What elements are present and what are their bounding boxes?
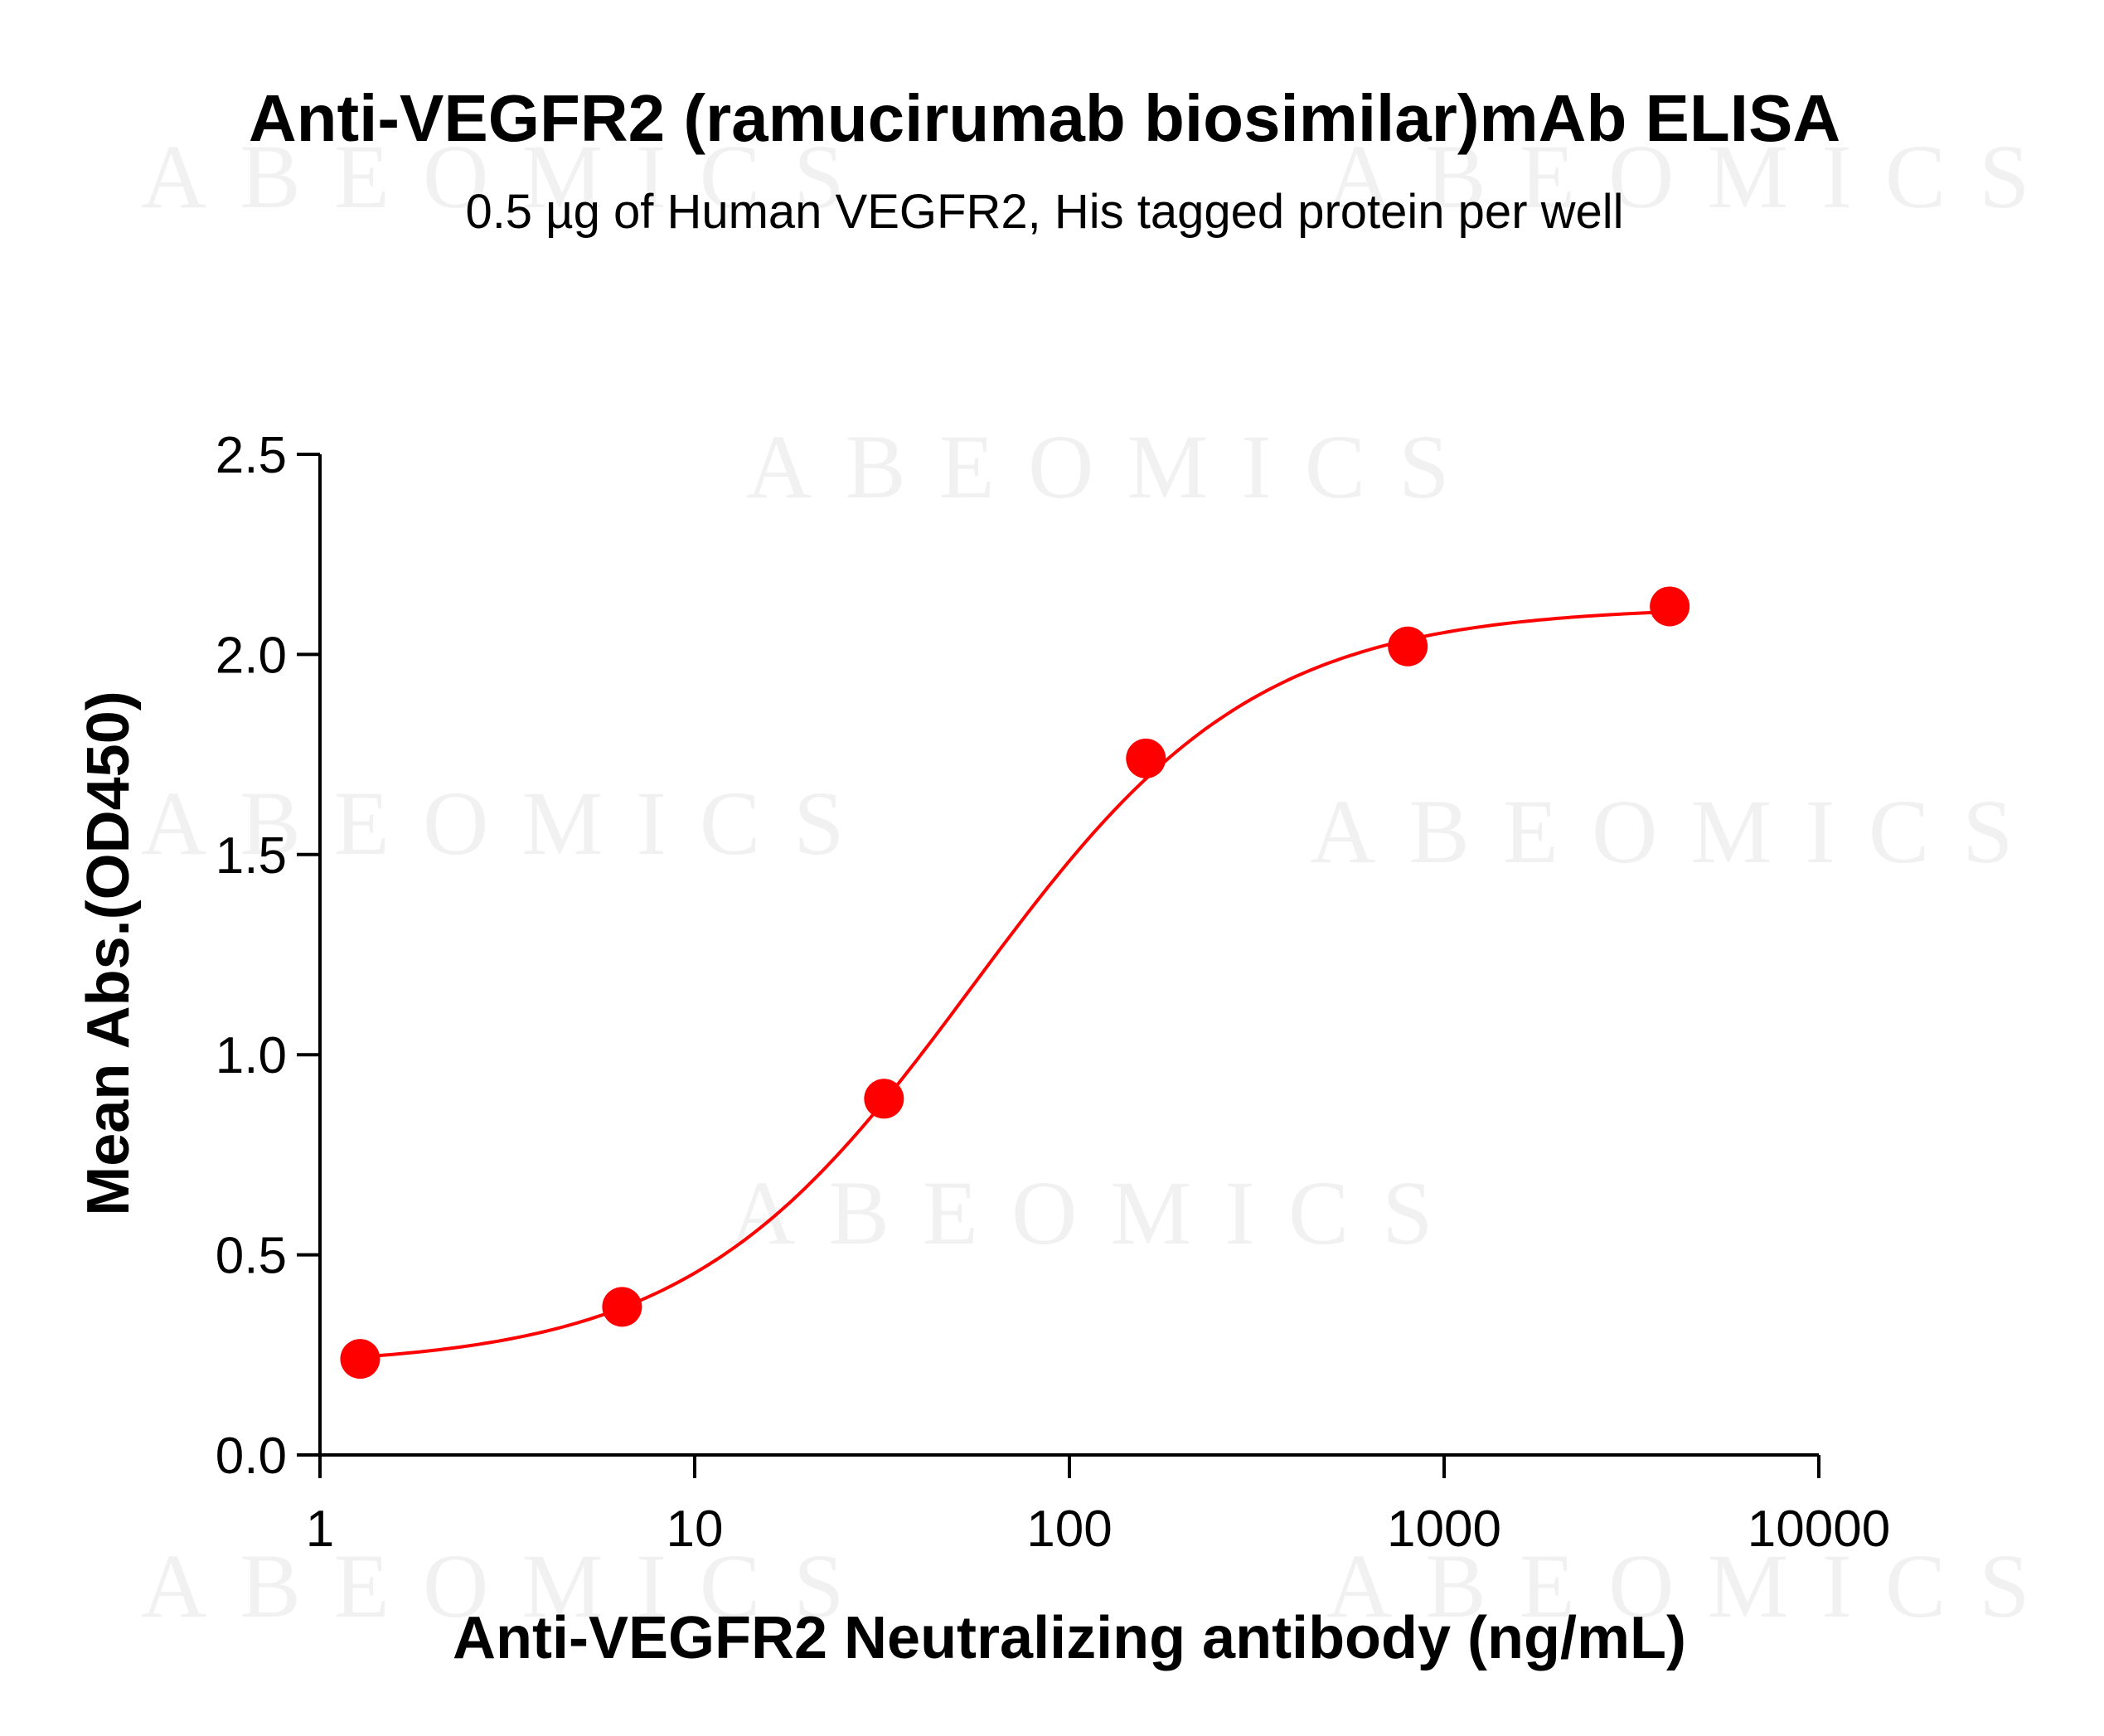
x-axis-title: Anti-VEGFR2 Neutralizing antibody (ng/mL… <box>453 1605 1686 1671</box>
data-points <box>340 586 1690 1380</box>
chart-subtitle: 0.5 µg of Human VEGFR2, His tagged prote… <box>465 185 1623 239</box>
data-point <box>1650 586 1690 627</box>
y-axis-title: Mean Abs.(OD450) <box>75 691 142 1215</box>
data-point <box>602 1287 642 1327</box>
watermark: ABEOMICS <box>1326 1535 2063 1637</box>
watermark: ABEOMICS <box>730 1162 1466 1263</box>
x-tick-label: 1000 <box>1387 1501 1501 1558</box>
watermark: ABEOMICS <box>746 416 1482 517</box>
watermark: ABEOMICS <box>1310 781 2046 882</box>
watermark-layer: ABEOMICS ABEOMICS ABEOMICS ABEOMICS ABEO… <box>141 126 2063 1637</box>
x-tick-label: 1 <box>306 1501 334 1558</box>
y-tick-label: 0.0 <box>216 1428 287 1485</box>
y-tick-label: 1.0 <box>216 1027 287 1084</box>
y-tick-label: 0.5 <box>216 1228 287 1285</box>
data-point <box>864 1079 904 1119</box>
x-ticks: 1 10 100 1000 10000 <box>306 1455 1890 1558</box>
x-tick-label: 100 <box>1026 1501 1112 1558</box>
data-point <box>1388 626 1428 667</box>
y-tick-label: 2.0 <box>216 627 287 684</box>
chart-title: Anti-VEGFR2 (ramucirumab biosimilar)mAb … <box>249 81 1840 155</box>
x-tick-label: 10000 <box>1748 1501 1890 1558</box>
x-tick-label: 10 <box>667 1501 724 1558</box>
fit-curve <box>360 610 1670 1359</box>
y-ticks: 0.0 0.5 1.0 1.5 2.0 2.5 <box>216 427 320 1485</box>
axes <box>318 454 1819 1457</box>
watermark: ABEOMICS <box>141 1535 877 1637</box>
watermark: ABEOMICS <box>1326 126 2063 227</box>
watermark: ABEOMICS <box>141 126 877 227</box>
data-point <box>340 1339 381 1380</box>
watermark: ABEOMICS <box>141 773 877 874</box>
y-tick-label: 2.5 <box>216 427 287 484</box>
data-point <box>1126 738 1166 778</box>
y-tick-label: 1.5 <box>216 827 287 885</box>
